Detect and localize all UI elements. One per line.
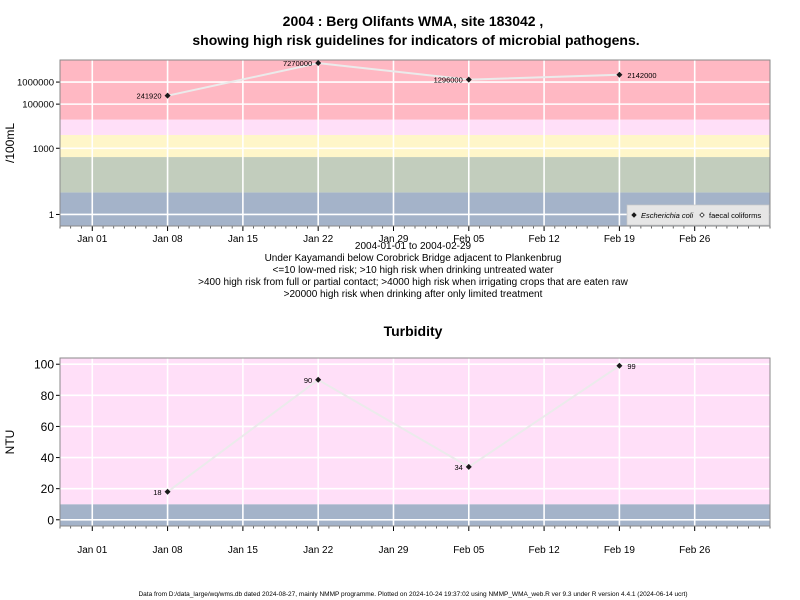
guideline-band-2 <box>60 157 770 193</box>
x-tick-label-jan-29: Jan 29 <box>378 234 408 245</box>
data-value-label: 34 <box>454 463 462 472</box>
x-tick-label-jan-22: Jan 22 <box>303 234 333 245</box>
data-point-marker <box>164 488 171 495</box>
y-axis-label: /100mL <box>3 123 17 163</box>
y-tick-label-1000000: 1000000 <box>17 78 54 89</box>
x-tick-label-feb-12: Feb 12 <box>529 545 561 556</box>
y-tick-label-40: 40 <box>41 451 55 465</box>
y-tick-label-60: 60 <box>41 420 55 434</box>
data-point-marker <box>315 60 322 67</box>
data-point-marker <box>616 362 623 369</box>
data-value-label: 99 <box>627 362 635 371</box>
data-point-marker <box>164 92 171 99</box>
guideline-band-3 <box>60 134 770 158</box>
x-tick-label-jan-08: Jan 08 <box>153 234 183 245</box>
x-tick-label-feb-19: Feb 19 <box>604 545 636 556</box>
data-value-label: 2142000 <box>627 71 656 80</box>
x-tick-label-jan-29: Jan 29 <box>378 545 408 556</box>
guideline-band-4 <box>60 119 770 135</box>
caption-line-4: >400 high risk from full or partial cont… <box>198 277 628 288</box>
y-tick-label-20: 20 <box>41 482 55 496</box>
data-point-marker <box>616 71 623 78</box>
caption-line-3: <=10 low-med risk; >10 high risk when dr… <box>273 265 555 276</box>
legend-marker-escherichia-coli <box>631 212 637 218</box>
x-tick-label-feb-05: Feb 05 <box>453 545 485 556</box>
data-point-marker <box>465 76 472 83</box>
series-line-escherichia-coli <box>167 62 620 97</box>
x-tick-label-jan-22: Jan 22 <box>303 545 333 556</box>
x-tick-label-feb-05: Feb 05 <box>453 234 485 245</box>
figure-title-line2: showing high risk guidelines for indicat… <box>192 32 639 48</box>
caption-line-1: 2004-01-01 to 2004-02-29 <box>355 241 472 252</box>
legend-label-faecal-coliforms: faecal coliforms <box>709 211 761 220</box>
data-value-label: 1296000 <box>434 76 463 85</box>
x-tick-label-jan-15: Jan 15 <box>228 545 258 556</box>
x-tick-label-feb-26: Feb 26 <box>679 545 711 556</box>
ecoli-chart-panel: Jan 01 Jan 08 Jan 15 Jan 22 Jan 29 Feb 05 Feb … <box>3 59 771 245</box>
guideline-band-2 <box>60 358 770 505</box>
y-axis-label: NTU <box>3 430 17 455</box>
x-tick-label-feb-26: Feb 26 <box>679 234 711 245</box>
footer-note: Data from D:/data_large/wq/wms.db dated … <box>138 591 687 598</box>
guideline-band-1 <box>60 504 770 526</box>
y-tick-label-80: 80 <box>41 389 55 403</box>
data-point-marker <box>315 376 322 383</box>
figure-title-line1: 2004 : Berg Olifants WMA, site 183042 , <box>283 13 544 29</box>
x-tick-label-feb-12: Feb 12 <box>529 234 561 245</box>
y-tick-label-100000: 100000 <box>22 100 54 111</box>
y-tick-label-1: 1 <box>49 210 54 221</box>
x-tick-label-jan-01: Jan 01 <box>77 545 107 556</box>
plot-frame <box>59 59 771 227</box>
data-value-label: 241920 <box>137 92 162 101</box>
data-value-label: 90 <box>304 376 312 385</box>
y-tick-label-100: 100 <box>34 358 54 372</box>
caption-line-2: Under Kayamandi below Corobrick Bridge a… <box>265 253 562 264</box>
data-value-label: 7270000 <box>283 59 312 68</box>
plot-frame <box>59 357 771 527</box>
turbidity-chart-panel: Jan 01 Jan 08 Jan 15 Jan 22 Jan 29 Feb 05 Feb … <box>3 357 771 556</box>
y-tick-label-0: 0 <box>47 513 54 527</box>
x-tick-label-jan-01: Jan 01 <box>77 234 107 245</box>
data-point-marker <box>465 463 472 470</box>
chart-legend: Escherichia coli faecal coliforms <box>626 204 770 226</box>
x-tick-label-jan-08: Jan 08 <box>153 545 183 556</box>
legend-marker-faecal-coliforms <box>699 212 705 218</box>
data-value-label: 18 <box>153 488 161 497</box>
legend-box <box>626 204 770 226</box>
legend-label-escherichia-coli: Escherichia coli <box>641 211 693 220</box>
y-tick-label-1000: 1000 <box>33 144 54 155</box>
x-tick-label-feb-19: Feb 19 <box>604 234 636 245</box>
turbidity-chart-title: Turbidity <box>384 323 443 339</box>
x-tick-label-jan-15: Jan 15 <box>228 234 258 245</box>
series-line-turbidity <box>167 364 620 493</box>
caption-line-5: >20000 high risk when drinking after onl… <box>284 289 543 300</box>
guideline-band-5 <box>60 60 770 120</box>
